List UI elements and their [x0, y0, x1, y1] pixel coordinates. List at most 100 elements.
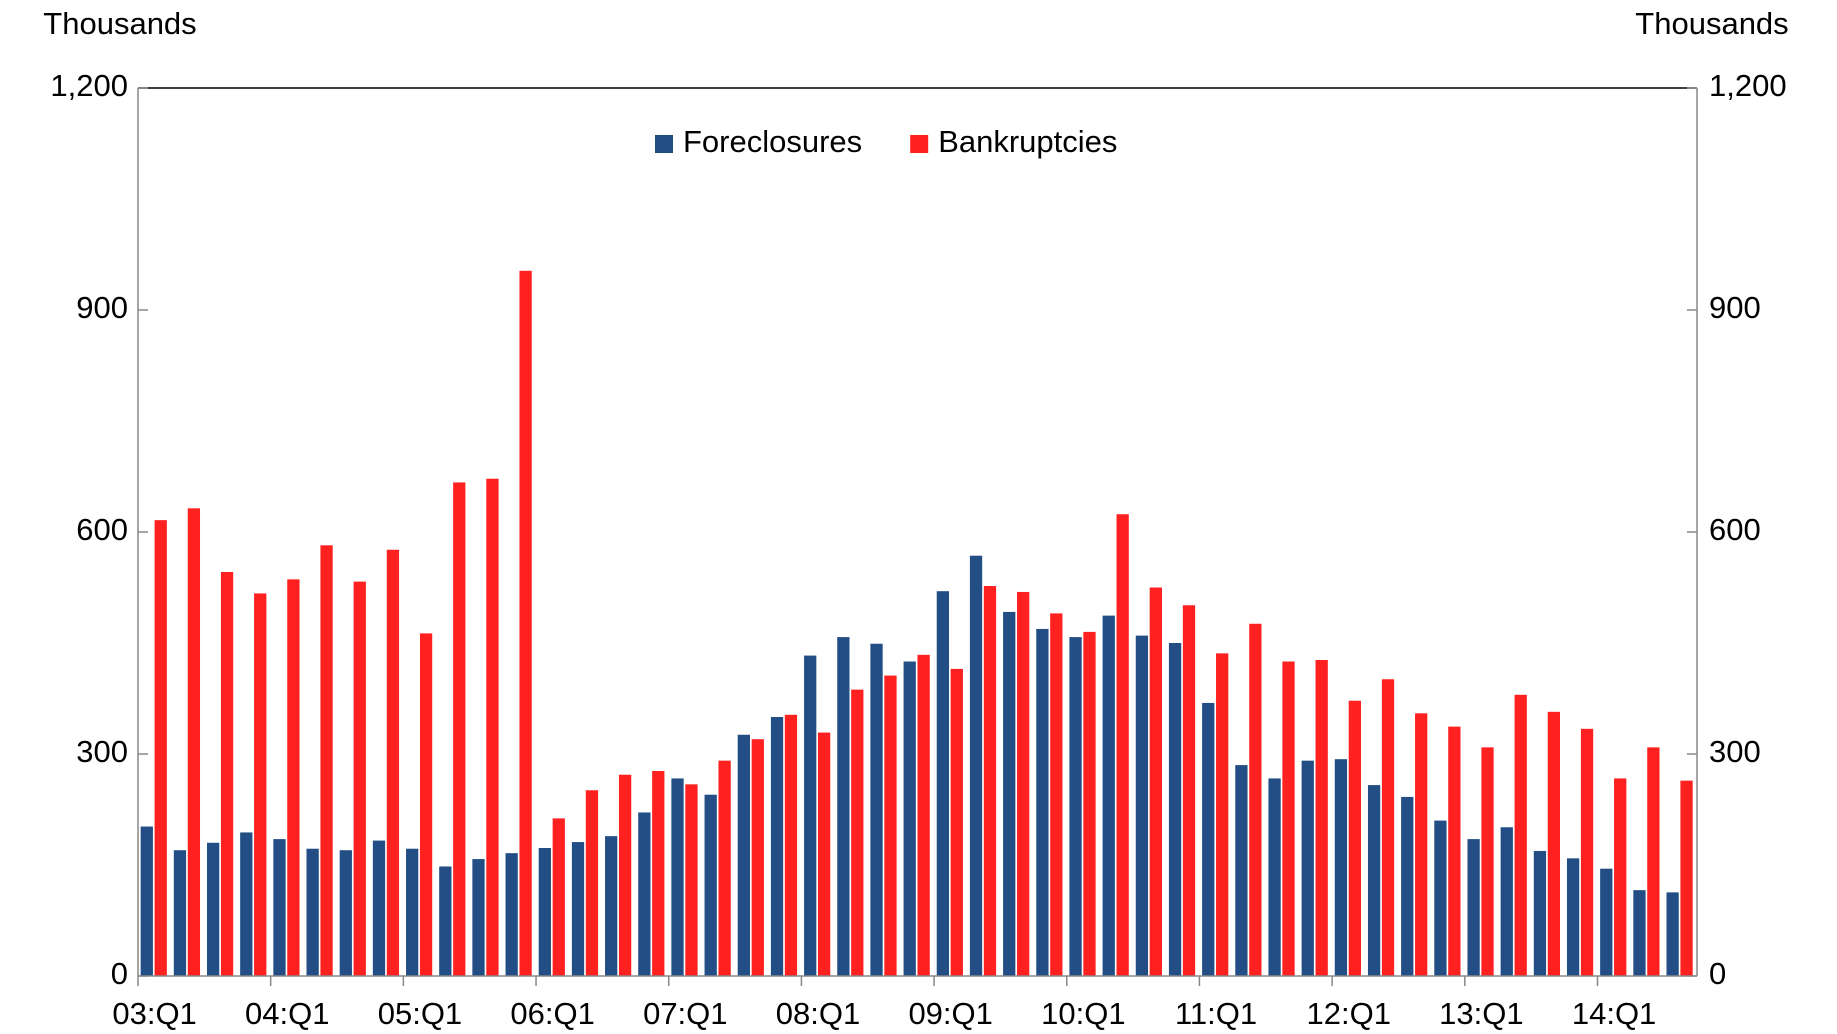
bar: [751, 739, 764, 976]
bar: [538, 847, 551, 976]
bar: [140, 826, 153, 976]
bar: [817, 732, 831, 976]
legend-swatch: [910, 135, 929, 153]
bar: [1415, 713, 1428, 976]
bar: [1036, 628, 1049, 976]
bar: [618, 774, 632, 976]
x-tick-label: 06:Q1: [510, 996, 594, 1031]
bar: [1666, 892, 1679, 976]
bar: [353, 581, 366, 976]
bar: [1500, 827, 1513, 976]
x-tick-label: 11:Q1: [1175, 996, 1257, 1031]
bar: [1249, 623, 1262, 976]
y-tick-label: 600: [76, 512, 128, 547]
bar: [1367, 785, 1381, 976]
bar: [320, 545, 333, 976]
bar: [254, 593, 267, 976]
x-tick-label: 03:Q1: [112, 996, 196, 1031]
bar: [552, 818, 565, 976]
y2-tick-label: 900: [1709, 290, 1761, 325]
bar: [386, 549, 400, 976]
bar: [187, 508, 201, 976]
bar: [903, 661, 916, 976]
bar: [505, 853, 518, 976]
bar: [1017, 591, 1030, 976]
bar: [585, 790, 599, 976]
y2-tick-label: 300: [1709, 734, 1761, 769]
x-tick-label: 04:Q1: [245, 996, 329, 1031]
bar: [372, 840, 386, 976]
x-tick-label: 13:Q1: [1439, 996, 1523, 1031]
bar: [1533, 850, 1547, 976]
y-tick-label: 1,200: [50, 68, 128, 103]
bar: [154, 520, 167, 976]
bar: [1334, 759, 1348, 976]
bar: [1514, 694, 1527, 976]
bar: [917, 654, 930, 976]
bar: [220, 571, 234, 976]
y2-tick-label: 1,200: [1709, 68, 1787, 103]
bar: [671, 778, 684, 976]
bar: [1547, 711, 1561, 976]
bar: [472, 859, 485, 976]
bar: [1680, 780, 1693, 976]
legend-label: Foreclosures: [683, 124, 862, 159]
y-tick-label: 0: [111, 956, 128, 991]
bar: [737, 734, 750, 976]
bar: [1448, 726, 1461, 976]
bar: [519, 270, 532, 976]
bar: [1202, 702, 1215, 976]
bar: [173, 850, 187, 976]
bar: [1149, 587, 1162, 976]
bar: [206, 842, 220, 976]
bar: [770, 717, 784, 976]
legend-label: Bankruptcies: [938, 124, 1117, 159]
y-tick-label: 900: [76, 290, 128, 325]
bar: [884, 675, 897, 976]
x-tick-label: 09:Q1: [908, 996, 992, 1031]
bar: [486, 478, 499, 976]
y2-axis-title: Thousands: [1635, 6, 1788, 41]
bar: [1301, 760, 1314, 976]
bar: [837, 637, 850, 976]
bar: [1135, 635, 1149, 976]
y-tick-label: 300: [76, 734, 128, 769]
y2-tick-label: 0: [1709, 956, 1726, 991]
bar: [1647, 747, 1660, 976]
bar: [1434, 820, 1447, 976]
bar: [1235, 765, 1248, 976]
x-tick-label: 14:Q1: [1572, 996, 1656, 1031]
bar: [1003, 611, 1016, 976]
bar: [273, 839, 286, 976]
bar: [605, 836, 618, 976]
bar: [453, 482, 466, 976]
bar: [1633, 890, 1646, 976]
bar: [1401, 796, 1414, 976]
bar: [1069, 637, 1082, 976]
y-axis-title: Thousands: [43, 6, 196, 41]
bar: [936, 591, 950, 976]
bar: [1600, 868, 1613, 976]
bar: [1315, 660, 1328, 976]
bar: [1268, 778, 1281, 976]
bar: [804, 655, 817, 976]
bar: [571, 842, 585, 976]
bar: [784, 714, 798, 976]
bar: [685, 784, 698, 976]
bar: [1467, 839, 1480, 976]
bar: [983, 586, 997, 976]
bar: [439, 866, 452, 976]
bar: [287, 579, 300, 976]
bar: [1182, 605, 1196, 976]
x-tick-label: 12:Q1: [1306, 996, 1390, 1031]
bar: [1566, 858, 1580, 976]
bar: [240, 832, 253, 976]
bar: [1481, 747, 1494, 976]
legend-swatch: [655, 135, 673, 153]
bar: [704, 794, 717, 976]
x-tick-label: 05:Q1: [378, 996, 462, 1031]
bar: [1282, 661, 1295, 976]
bar: [652, 771, 665, 976]
bar: [406, 848, 419, 976]
